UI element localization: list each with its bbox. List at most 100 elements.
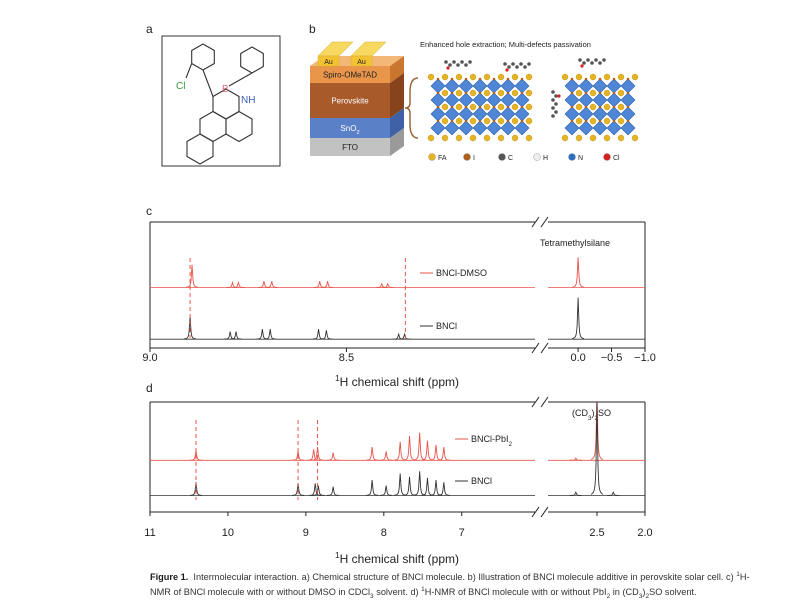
cation [464,77,468,81]
legend-label: N [578,155,583,162]
cation [589,73,597,81]
peak [257,281,270,288]
cation [455,89,463,97]
cation [603,134,611,142]
octahedron [592,120,608,136]
octahedron [472,120,488,136]
atom [446,66,450,70]
peak [569,491,582,496]
cation [478,119,482,123]
peak [381,282,394,288]
layer-side [390,73,404,118]
panel-label: a [146,22,153,36]
cation [603,73,611,81]
peak [366,447,379,461]
cation [525,103,533,111]
series-label: BNCl-DMSO [436,268,487,278]
superscript: 1 [335,550,340,560]
caption-run: solvent. d) [373,587,422,597]
brace [404,77,419,139]
atom [551,90,555,94]
atom [511,62,515,66]
atom [505,68,509,72]
cation [525,117,533,125]
cation [520,91,524,95]
atom [515,65,519,69]
cation [497,117,505,125]
atom [468,60,472,64]
cation [469,134,477,142]
octahedron [486,120,502,136]
layer [310,83,390,118]
cation [598,105,602,109]
x-tick-label: 2.0 [637,527,652,539]
cation [511,134,519,142]
cation [631,134,639,142]
cation [469,73,477,81]
cation [589,103,597,111]
cation [483,117,491,125]
cation [492,91,496,95]
atom [551,114,555,118]
atom [578,58,582,62]
peak [230,331,243,340]
peak [327,452,340,461]
cation [455,117,463,125]
peak [327,486,340,496]
cation [525,89,533,97]
cation [575,103,583,111]
cation [570,105,574,109]
peak [185,264,199,288]
cation [450,91,454,95]
axis-break [531,216,540,228]
series-label: BNCl [436,321,457,331]
legend-swatch [603,153,611,161]
atom [582,61,586,65]
atom [527,62,531,66]
legend-swatch [533,153,541,161]
peak [421,440,434,461]
cation [603,89,611,97]
text-run: ) [592,408,595,418]
caption-run: H- [739,572,750,582]
cation [441,89,449,97]
peak [421,477,434,496]
text-run: BNCl-DMSO [436,268,487,278]
cation [617,134,625,142]
cation [511,89,519,97]
x-tick-label: 9 [303,527,309,539]
cation [455,103,463,111]
peak [572,257,585,288]
caption-run: 2 [606,592,611,600]
cation [626,105,630,109]
ring [199,110,227,143]
cation [483,134,491,142]
cation [506,77,510,81]
x-tick-label: −0.5 [601,352,623,364]
cation [584,77,588,81]
caption-run: in (CD [610,587,639,597]
cation [469,103,477,111]
cation [469,117,477,125]
peak [189,482,203,496]
layer [310,118,390,138]
cation [584,91,588,95]
caption-run: NMR of BNCl molecule with or without DMS… [150,587,371,597]
caption-line: Figure 1. Intermolecular interaction. a)… [150,571,750,582]
cation [478,91,482,95]
x-axis-label: 1H chemical shift (ppm) [335,373,459,389]
legend-swatch [463,153,471,161]
cation [631,73,639,81]
bond [228,72,253,87]
cation [483,103,491,111]
cation [497,134,505,142]
cation [617,73,625,81]
cation [506,119,510,123]
atom [551,98,555,102]
panel-label: b [309,22,316,36]
cation [450,105,454,109]
axis-break [540,506,549,518]
peak [366,480,379,496]
cation [441,73,449,81]
x-tick-label: −1.0 [634,352,656,364]
